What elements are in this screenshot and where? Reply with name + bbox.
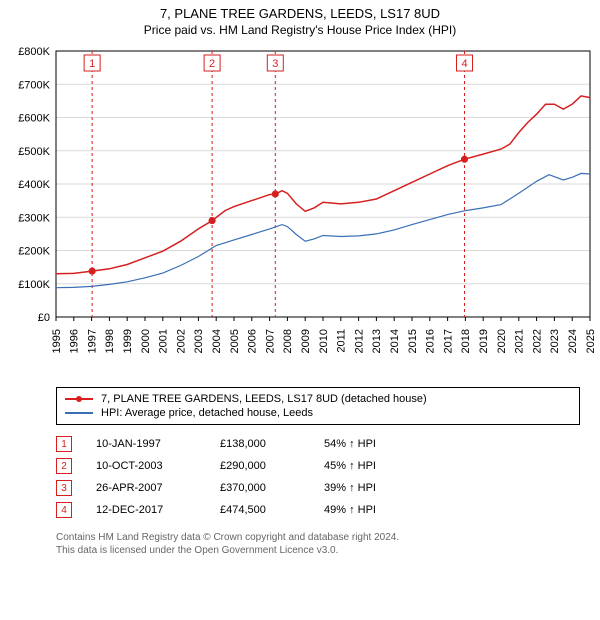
xtick-label: 2016 [425,329,437,353]
transaction-price: £138,000 [220,438,300,450]
xtick-label: 2017 [442,329,454,353]
xtick-label: 2005 [229,329,241,353]
ytick-label: £400K [18,179,50,191]
chart-svg: £0 £100K £200K £300K £400K £500K £600K £700K £80… [0,41,600,381]
xtick-label: 2025 [585,329,597,353]
chart: £0 £100K £200K £300K £400K £500K £600K £700K £80… [0,41,590,381]
transaction-price: £370,000 [220,482,300,494]
xtick-label: 2004 [211,329,223,353]
transaction-diff: 39% ↑ HPI [324,482,414,494]
legend-row: 7, PLANE TREE GARDENS, LEEDS, LS17 8UD (… [65,392,571,406]
xtick-label: 2009 [300,329,312,353]
series-marker [209,217,216,224]
xtick-label: 2018 [460,329,472,353]
xtick-label: 2011 [336,329,348,353]
xtick-label: 1998 [104,329,116,353]
ytick-label: £300K [18,212,50,224]
transaction-price: £474,500 [220,504,300,516]
legend-label: HPI: Average price, detached house, Leed… [101,407,313,419]
legend-row: HPI: Average price, detached house, Leed… [65,406,571,420]
xtick-label: 2002 [175,329,187,353]
xtick-label: 2015 [407,329,419,353]
transaction-marker: 4 [56,502,72,518]
xtick-label: 2020 [496,329,508,353]
title-block: 7, PLANE TREE GARDENS, LEEDS, LS17 8UD P… [0,0,600,41]
series-marker [461,156,468,163]
legend: 7, PLANE TREE GARDENS, LEEDS, LS17 8UD (… [56,387,580,425]
transaction-diff: 45% ↑ HPI [324,460,414,472]
transaction-row: 1 10-JAN-1997 £138,000 54% ↑ HPI [56,433,580,455]
footer-line2: This data is licensed under the Open Gov… [56,544,580,557]
transaction-row: 3 26-APR-2007 £370,000 39% ↑ HPI [56,477,580,499]
legend-label: 7, PLANE TREE GARDENS, LEEDS, LS17 8UD (… [101,393,427,405]
ytick-label: £500K [18,146,50,158]
xtick-label: 2013 [371,329,383,353]
transaction-date: 26-APR-2007 [96,482,196,494]
xtick-label: 2008 [282,329,294,353]
xtick-label: 1996 [69,329,81,353]
transaction-date: 10-OCT-2003 [96,460,196,472]
xtick-label: 2007 [264,329,276,353]
transaction-diff: 49% ↑ HPI [324,504,414,516]
xtick-label: 2019 [478,329,490,353]
xtick-label: 1995 [51,329,63,353]
xtick-label: 2003 [193,329,205,353]
ytick-label: £0 [38,312,50,324]
xtick-label: 2023 [549,329,561,353]
footer-line1: Contains HM Land Registry data © Crown c… [56,531,580,544]
xtick-label: 2010 [318,329,330,353]
ytick-label: £800K [18,46,50,58]
event-marker-label: 3 [272,58,278,70]
series-marker [89,268,96,275]
title-subtitle: Price paid vs. HM Land Registry's House … [0,23,600,37]
legend-swatch [65,398,93,400]
series-hpi [56,173,590,287]
transaction-row: 4 12-DEC-2017 £474,500 49% ↑ HPI [56,499,580,521]
transactions-table: 1 10-JAN-1997 £138,000 54% ↑ HPI 2 10-OCT-200… [56,433,580,521]
ytick-label: £700K [18,79,50,91]
title-address: 7, PLANE TREE GARDENS, LEEDS, LS17 8UD [0,6,600,21]
xtick-label: 2022 [531,329,543,353]
page: 7, PLANE TREE GARDENS, LEEDS, LS17 8UD P… [0,0,600,620]
event-marker-label: 4 [461,58,467,70]
xtick-label: 2024 [567,329,579,353]
ytick-label: £100K [18,279,50,291]
transaction-price: £290,000 [220,460,300,472]
event-marker-label: 1 [89,58,95,70]
series-marker [272,190,279,197]
xtick-label: 1997 [86,329,98,353]
series-price_paid [56,96,590,274]
transaction-marker: 1 [56,436,72,452]
xtick-label: 2014 [389,329,401,353]
event-marker-label: 2 [209,58,215,70]
ytick-label: £600K [18,113,50,125]
transaction-marker: 2 [56,458,72,474]
xtick-label: 2001 [158,329,170,353]
transaction-row: 2 10-OCT-2003 £290,000 45% ↑ HPI [56,455,580,477]
footer: Contains HM Land Registry data © Crown c… [56,531,580,557]
xtick-label: 2006 [247,329,259,353]
ytick-label: £200K [18,246,50,258]
legend-swatch [65,412,93,414]
xtick-label: 2000 [140,329,152,353]
xtick-label: 1999 [122,329,134,353]
xtick-label: 2021 [514,329,526,353]
transaction-date: 12-DEC-2017 [96,504,196,516]
transaction-diff: 54% ↑ HPI [324,438,414,450]
xtick-label: 2012 [353,329,365,353]
transaction-date: 10-JAN-1997 [96,438,196,450]
transaction-marker: 3 [56,480,72,496]
